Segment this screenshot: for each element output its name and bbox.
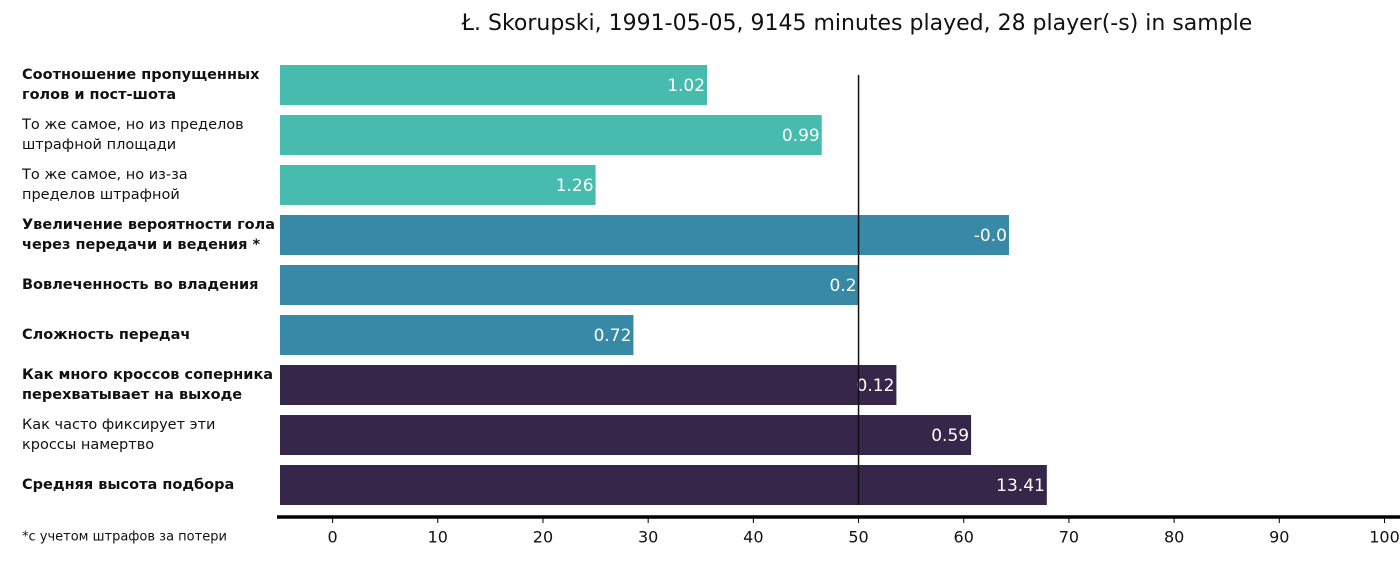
category-label: Средняя высота подбора: [22, 477, 235, 493]
category-label: Соотношение пропущенных голов и пост-шот…: [22, 67, 260, 103]
bar: [280, 415, 972, 455]
bar: [280, 265, 859, 305]
category-label: Как много кроссов соперника перехватывае…: [22, 367, 274, 403]
category-label: Как часто фиксирует эти кроссы намертво: [22, 417, 216, 453]
value-label: 0.72: [594, 326, 632, 346]
value-label: 1.26: [556, 176, 594, 196]
x-tick-label: 80: [1164, 528, 1184, 547]
x-tick-label: 100: [1369, 528, 1400, 547]
category-label: Сложность передач: [22, 327, 191, 343]
x-tick-label: 60: [954, 528, 974, 547]
x-tick-label: 50: [848, 528, 868, 547]
bar: [280, 165, 596, 205]
value-label: 13.41: [996, 476, 1045, 496]
category-label: То же самое, но из пределов штрафной пло…: [22, 117, 244, 153]
value-label: 1.02: [667, 76, 705, 96]
category-label: Увеличение вероятности гола через переда…: [22, 217, 276, 253]
bar: [280, 215, 1009, 255]
value-label: 0.59: [931, 426, 969, 446]
category-label: Вовлеченность во владения: [22, 277, 259, 293]
x-tick-label: 40: [743, 528, 763, 547]
x-tick-label: 20: [533, 528, 553, 547]
value-label: 0.12: [857, 376, 895, 396]
bar: [280, 465, 1047, 505]
value-label: 0.99: [782, 126, 820, 146]
value-label: 0.2: [830, 276, 857, 296]
bar: [280, 365, 897, 405]
bar: [280, 115, 822, 155]
x-tick-label: 70: [1059, 528, 1079, 547]
value-label: -0.0: [974, 226, 1007, 246]
x-tick-label: 90: [1269, 528, 1289, 547]
bar: [280, 65, 708, 105]
footnote: *с учетом штрафов за потери: [22, 530, 227, 545]
x-tick-label: 0: [328, 528, 338, 547]
chart-title: Ł. Skorupski, 1991-05-05, 9145 minutes p…: [461, 11, 1253, 36]
category-label: То же самое, но из-за пределов штрафной: [22, 167, 188, 203]
bar: [280, 315, 634, 355]
x-tick-label: 10: [428, 528, 448, 547]
x-tick-label: 30: [638, 528, 658, 547]
